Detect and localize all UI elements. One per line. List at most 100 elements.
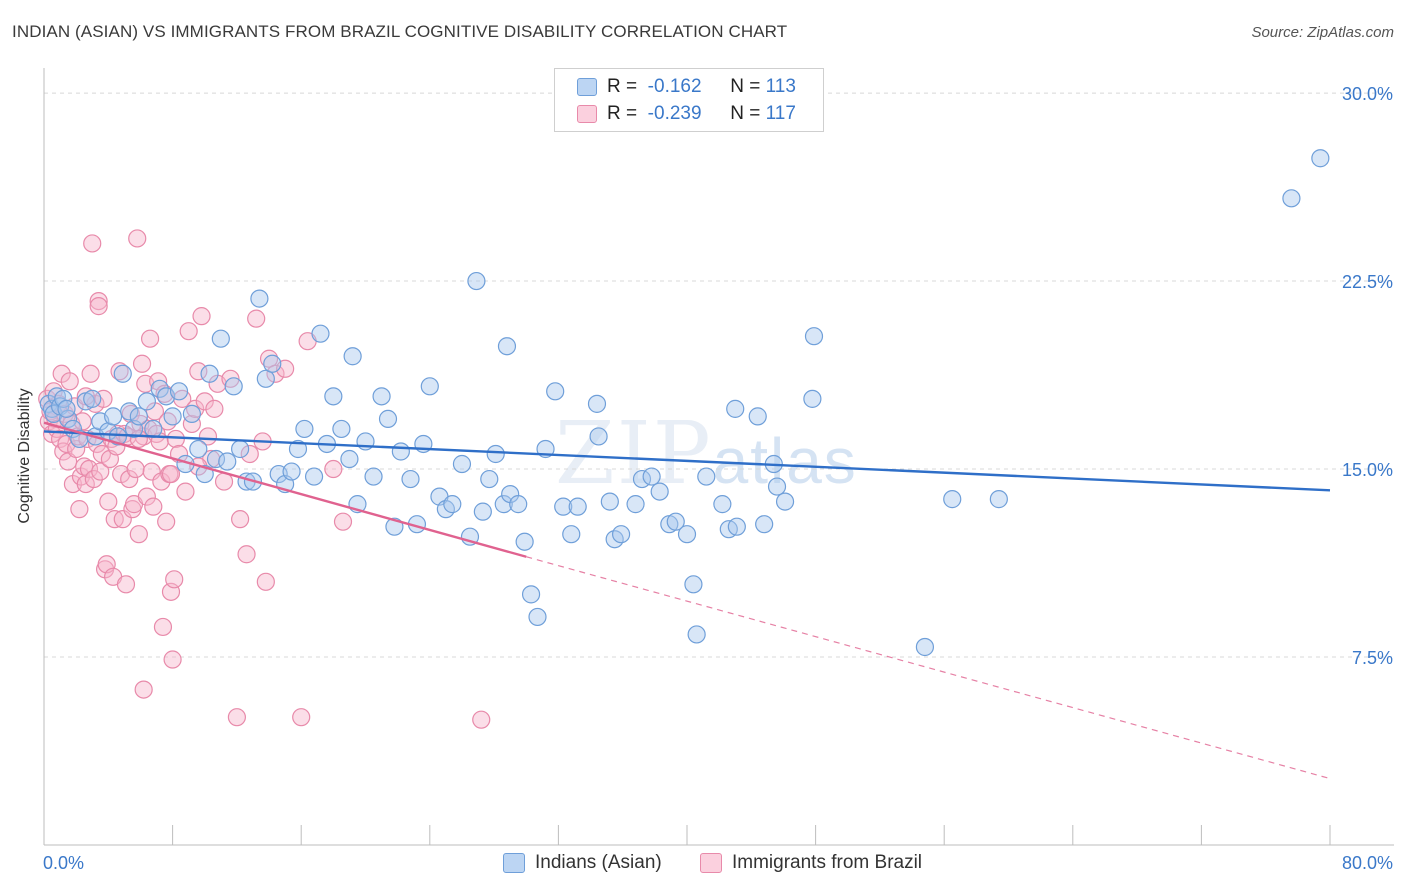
point-brazil <box>60 372 79 391</box>
point-indian <box>546 382 565 401</box>
point-indian <box>727 517 746 536</box>
series-indian-points <box>39 149 1330 657</box>
point-indian <box>494 495 513 514</box>
tick-labels: 7.5% 15.0% 22.5% 30.0% 0.0% 80.0% <box>43 84 1393 873</box>
point-indian <box>473 502 492 521</box>
point-brazil <box>240 444 259 464</box>
point-indian <box>589 427 608 446</box>
legend-r-label: R = <box>607 76 638 97</box>
trend-line-brazil-extension <box>526 556 1331 780</box>
point-indian <box>1311 149 1330 168</box>
point-brazil <box>205 399 224 418</box>
stats-legend: R = -0.162 N = 113 R = -0.239 N = 117 <box>554 68 824 132</box>
legend-swatch-pink <box>700 853 722 873</box>
y-tick-label: 30.0% <box>1342 84 1393 104</box>
point-brazil <box>266 364 285 383</box>
legend-label-brazil: Immigrants from Brazil <box>732 852 923 873</box>
point-brazil <box>182 414 201 434</box>
point-indian <box>343 347 362 366</box>
point-brazil <box>472 710 491 729</box>
point-indian <box>218 452 237 471</box>
point-brazil <box>227 708 246 727</box>
point-indian <box>562 525 581 544</box>
point-indian <box>137 392 156 411</box>
point-indian <box>120 402 139 421</box>
point-indian <box>443 495 462 514</box>
point-brazil <box>126 459 145 479</box>
point-indian <box>767 477 787 496</box>
point-indian <box>282 462 301 481</box>
point-brazil <box>176 482 195 501</box>
legend-row-brazil: R = -0.239 N = 117 <box>577 101 796 127</box>
point-brazil <box>231 510 250 529</box>
point-brazil <box>163 650 182 669</box>
point-indian <box>108 427 128 446</box>
point-brazil <box>292 708 311 727</box>
point-indian <box>521 585 541 604</box>
legend-n-label: N = <box>730 103 761 124</box>
point-brazil <box>166 429 185 449</box>
point-indian <box>169 382 189 401</box>
y-tick-label: 7.5% <box>1352 648 1393 668</box>
point-brazil <box>186 399 205 418</box>
point-brazil <box>83 234 102 253</box>
point-brazil <box>192 307 211 326</box>
point-brazil <box>73 412 92 431</box>
grid-lines <box>44 92 1394 658</box>
point-indian <box>113 364 132 383</box>
legend-n-value: 113 <box>765 76 796 97</box>
point-brazil <box>120 469 139 489</box>
chart-title: INDIAN (ASIAN) VS IMMIGRANTS FROM BRAZIL… <box>12 22 788 41</box>
point-indian <box>1282 189 1301 208</box>
legend-item-indians[interactable]: Indians (Asian) <box>503 852 662 874</box>
point-indian <box>486 444 505 464</box>
point-brazil <box>91 462 110 481</box>
point-indian <box>372 387 391 406</box>
legend-r-value: -0.239 <box>647 103 702 124</box>
point-indian <box>528 607 547 627</box>
legend-item-brazil[interactable]: Immigrants from Brazil <box>700 852 922 874</box>
point-indian <box>666 512 685 531</box>
point-brazil <box>161 464 181 484</box>
watermark: ZIPatlas <box>555 404 858 504</box>
point-indian <box>748 407 767 426</box>
point-brazil <box>79 459 99 479</box>
point-indian <box>915 637 935 657</box>
point-indian <box>364 467 383 486</box>
point-indian <box>211 329 230 348</box>
legend-swatch-blue <box>503 853 525 873</box>
legend-r-label: R = <box>607 103 638 124</box>
point-indian <box>989 490 1008 509</box>
point-brazil <box>195 392 214 411</box>
point-indian <box>163 407 182 426</box>
point-indian <box>189 439 208 459</box>
point-brazil <box>157 512 176 531</box>
point-indian <box>378 409 398 429</box>
point-indian <box>182 404 201 423</box>
point-indian <box>231 439 250 459</box>
point-indian <box>83 389 102 408</box>
y-tick-label: 15.0% <box>1342 460 1393 480</box>
point-brazil <box>89 292 108 311</box>
point-brazil <box>256 572 275 591</box>
point-indian <box>391 442 410 461</box>
point-brazil <box>89 297 108 316</box>
point-brazil <box>129 525 148 544</box>
legend-n-value: 117 <box>765 103 796 124</box>
point-indian <box>195 464 214 484</box>
point-indian <box>726 399 745 418</box>
point-indian <box>497 337 517 356</box>
point-indian <box>295 419 314 439</box>
point-indian <box>611 525 631 544</box>
point-brazil <box>70 500 89 519</box>
point-indian <box>104 407 123 426</box>
point-brazil <box>165 570 184 589</box>
series-legend: Indians (Asian) Immigrants from Brazil <box>0 852 1406 878</box>
y-tick-label: 22.5% <box>1342 272 1393 292</box>
point-brazil <box>247 309 266 328</box>
point-indian <box>324 387 343 406</box>
point-indian <box>452 454 472 474</box>
point-brazil <box>324 459 343 479</box>
axes <box>43 68 1394 846</box>
